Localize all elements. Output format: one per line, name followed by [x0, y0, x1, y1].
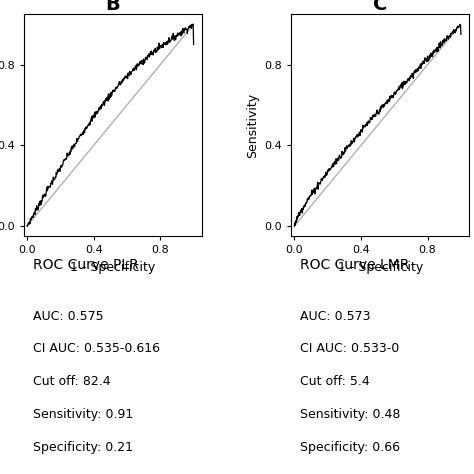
Text: ROC Curve LMR: ROC Curve LMR — [300, 258, 410, 272]
Text: CI AUC: 0.535-0.616: CI AUC: 0.535-0.616 — [33, 342, 160, 356]
Text: ROC Curve PLR: ROC Curve PLR — [33, 258, 138, 272]
X-axis label: 1 - Specificity: 1 - Specificity — [337, 261, 423, 274]
Title: B: B — [105, 0, 120, 14]
Text: AUC: 0.573: AUC: 0.573 — [300, 310, 371, 323]
Text: Cut off: 5.4: Cut off: 5.4 — [300, 375, 370, 388]
Text: Sensitivity: 0.48: Sensitivity: 0.48 — [300, 408, 401, 421]
Text: Specificity: 0.66: Specificity: 0.66 — [300, 441, 400, 454]
Text: Sensitivity: 0.91: Sensitivity: 0.91 — [33, 408, 133, 421]
Y-axis label: Sensitivity: Sensitivity — [246, 92, 259, 158]
Text: AUC: 0.575: AUC: 0.575 — [33, 310, 103, 323]
X-axis label: 1 - Specificity: 1 - Specificity — [70, 261, 155, 274]
Text: Specificity: 0.21: Specificity: 0.21 — [33, 441, 133, 454]
Text: CI AUC: 0.533-0: CI AUC: 0.533-0 — [300, 342, 399, 356]
Title: C: C — [373, 0, 387, 14]
Text: Cut off: 82.4: Cut off: 82.4 — [33, 375, 110, 388]
